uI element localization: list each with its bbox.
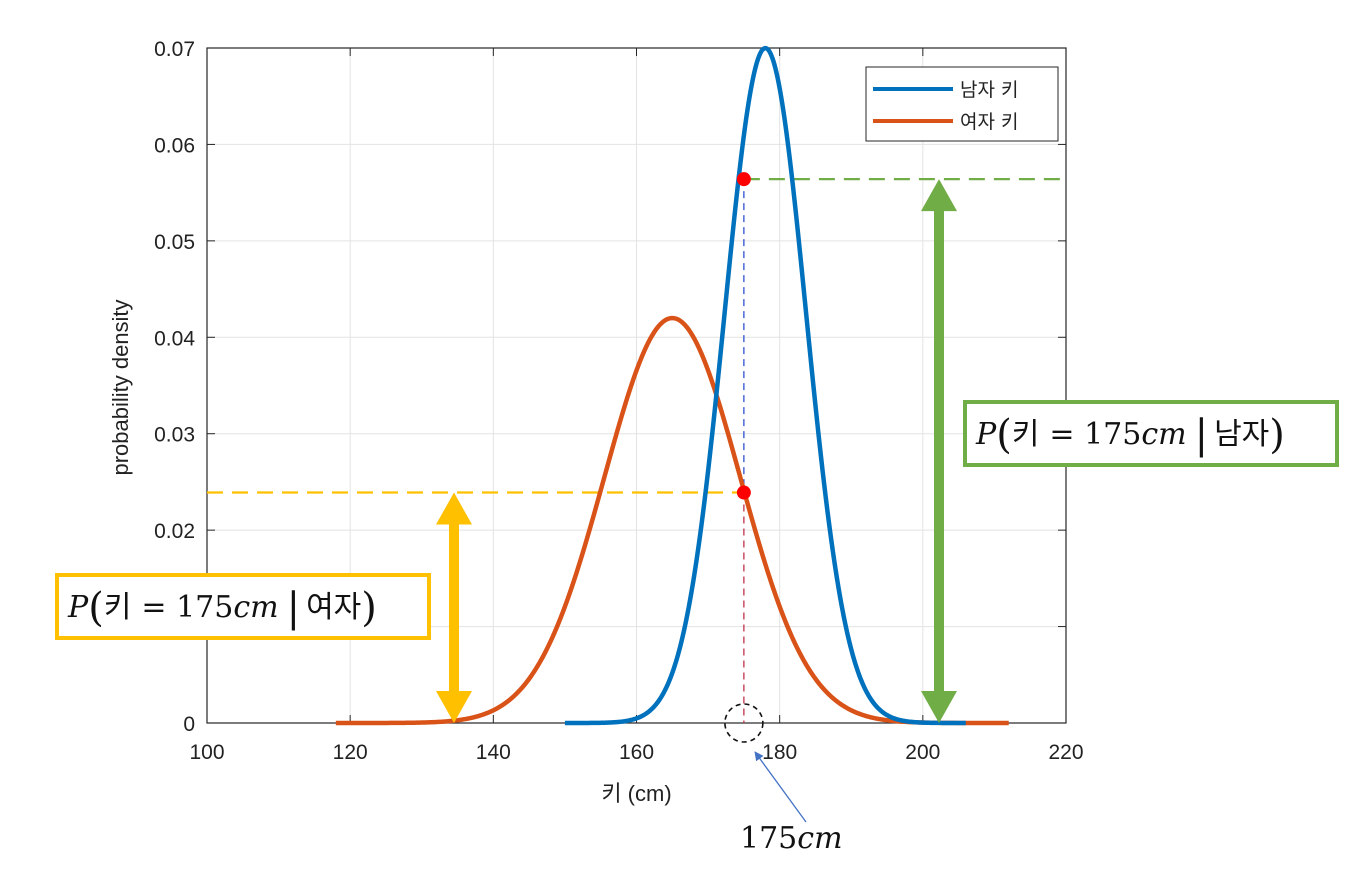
svg-text:175cm: 175cm [740,821,843,856]
legend-label-female: 여자 키 [960,111,1018,133]
guide-lines [207,178,1066,723]
annotation-female: P(키 = 175cm | 여자) [55,573,431,640]
annotation-male-given: 남자 [1214,417,1269,452]
x-tick-label: 220 [1048,741,1083,764]
annotation-female-eq: = 175 [141,590,233,625]
x-tick-label: 100 [189,741,224,764]
x-tick-label: 160 [619,741,654,764]
y-tick-label: 0.05 [154,231,195,254]
legend: 남자 키 여자 키 [865,66,1059,142]
arrow-female-head-top [436,492,472,525]
svg-text:P(키= 175cm|여자): P(키 = 175cm | 여자) [67,585,377,631]
x-tick-label: 120 [333,741,368,764]
x-marker-value: 175 [740,821,797,856]
series-female-line [335,315,1010,726]
annotation-male-eq: = 175 [1049,417,1141,452]
y-axis-label: probability density [108,299,133,475]
arrow-male [921,179,957,723]
x-marker-circle [724,703,764,743]
x-tick-label: 140 [476,741,511,764]
svg-text:P(키= 175cm|남자): P(키 = 175cm | 남자) [975,412,1285,458]
x-marker-unit: cm [797,821,842,856]
series-curves [335,45,1010,726]
annotation-female-prefix: P [67,590,89,625]
x-tick-label: 200 [905,741,940,764]
x-marker-callout: 175cm [724,703,843,856]
grid [206,47,1067,724]
arrow-female [436,492,472,723]
arrow-male-head-bottom [921,691,957,723]
legend-label-male: 남자 키 [960,79,1018,101]
x-tick-label: 180 [762,741,797,764]
y-tick-label: 0.04 [154,327,195,350]
y-tick-label: 0.06 [154,134,195,157]
x-marker-pointer [754,751,807,823]
series-male-line [563,45,968,726]
y-tick-label: 0.07 [154,38,195,61]
x-axis-label: 키 (cm) [601,781,671,806]
y-tick-label: 0.03 [154,424,195,447]
annotation-male-unit: cm [1141,417,1186,452]
highlight-points [736,172,751,500]
arrow-female-head-bottom [436,691,472,723]
arrow-female-shaft [449,522,459,693]
double-arrows [436,179,957,723]
y-tick-label: 0 [183,713,195,736]
annotation-female-given: 여자 [306,590,361,625]
tick-labels: 100 120 140 160 180 200 220 0 0.02 0.03 0.04 0.05 0.… [154,38,1083,764]
annotation-female-unit: cm [233,590,278,625]
annotation-female-var: 키 [104,590,132,625]
annotation-male: P(키 = 175cm | 남자) [963,400,1339,467]
y-tick-label: 0.02 [154,520,195,543]
arrow-male-shaft [934,209,944,693]
annotation-male-var: 키 [1012,417,1040,452]
point-male [736,172,751,187]
annotation-male-prefix: P [975,417,997,452]
arrow-male-head-top [921,179,957,212]
point-female [736,485,751,500]
